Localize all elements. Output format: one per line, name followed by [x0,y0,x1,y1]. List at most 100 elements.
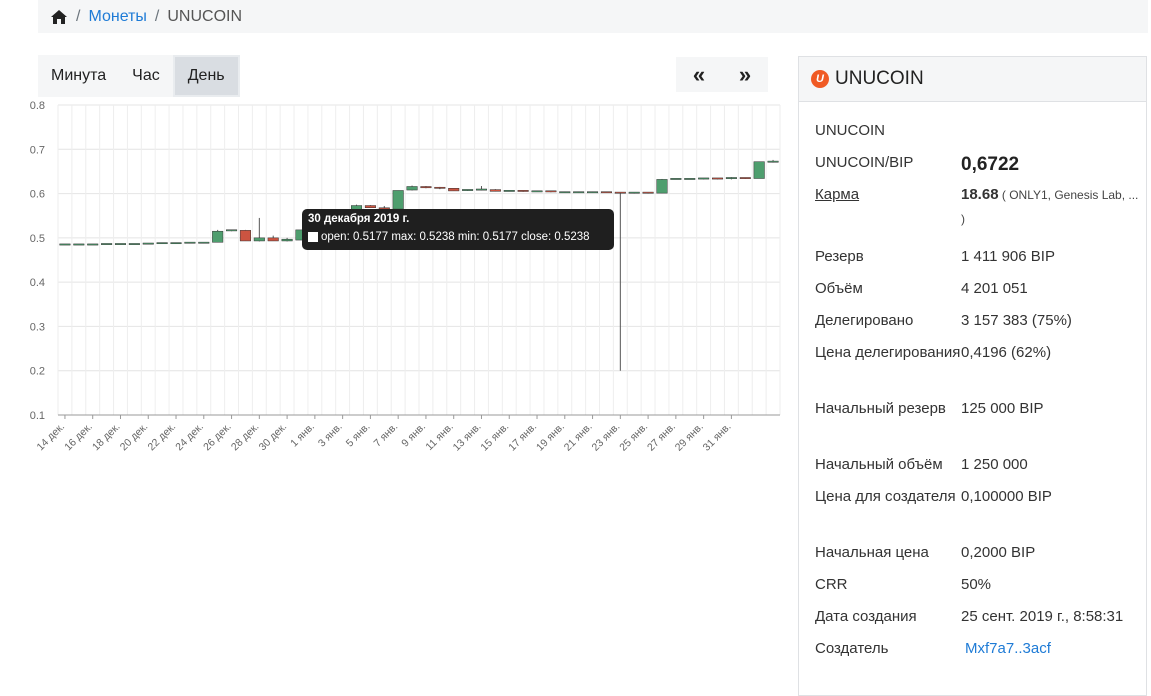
candle-body [462,189,474,191]
info-key: Начальный резерв [815,400,946,417]
candle-body [559,191,571,194]
info-row: Цена делегирования 0,4196 (62%) [815,341,1140,365]
y-tick-label: 0.1 [30,410,45,422]
coin-info-panel: U UNUCOIN UNUCOIN UNUCOIN/BIP 0,6722 Карма 1… [798,56,1147,696]
chart-tooltip: 30 декабря 2019 г. open: 0.5177 max: 0.5… [302,209,614,250]
info-key: Объём [815,280,863,297]
candlestick-chart[interactable]: 0.8 0.7 0.6 0.5 0.4 0.3 0.2 0.114 дек.16 дек.18… [0,95,790,475]
candle-body [59,243,71,246]
tooltip-values-row: open: 0.5177 max: 0.5238 min: 0.5177 clo… [308,231,590,243]
candle-body [87,243,99,246]
candle-body [198,241,210,244]
x-tick-label: 15 янв. [478,421,511,454]
y-tick-label: 0.8 [30,100,45,112]
candle-body [656,179,668,194]
info-value: 0,4196 (62%) [961,344,1052,361]
breadcrumb-separator: / [76,7,81,25]
info-key: Начальный объём [815,456,943,473]
candle-body [267,237,279,242]
timeframe-selector: Минута Час День [38,55,240,97]
info-value: 1 411 906 BIP [961,248,1055,265]
candle-body [101,243,113,245]
x-tick-label: 3 янв. [316,421,345,450]
x-tick-label: 11 янв. [423,421,455,453]
x-tick-label: 24 дек. [173,421,206,454]
x-tick-label: 7 янв. [371,421,400,450]
breadcrumb-separator: / [154,7,160,25]
x-tick-label: 18 дек. [90,421,123,454]
chart-next-button[interactable]: » [738,61,752,87]
info-value: 3 157 383 (75%) [961,312,1072,329]
info-row: Карма 18.68 ( ONLY1, Genesis Lab, ... ) [815,183,1140,231]
price-value: 0,6722 [961,154,1020,175]
panel-header: U UNUCOIN [799,57,1146,102]
x-tick-label: 23 янв. [590,421,623,454]
info-row: Делегировано 3 157 383 (75%) [815,309,1140,333]
creator-address-link[interactable]: Mxf7a7..3acf [965,640,1051,657]
y-tick-label: 0.5 [30,233,45,245]
timeframe-minute-button[interactable]: Минута [51,67,107,84]
info-value: 4 201 051 [961,280,1028,297]
info-row: UNUCOIN/BIP 0,6722 [815,151,1140,178]
candle-body [448,188,460,192]
info-row: Начальный резерв 125 000 BIP [815,397,1140,421]
x-tick-label: 20 дек. [118,421,151,454]
timeframe-hour-button[interactable]: Час [132,67,160,84]
chart-prev-button[interactable]: « [692,61,706,87]
candle-body [114,243,127,245]
y-tick-label: 0.4 [30,277,45,289]
karma-value: 18.68 [961,186,999,203]
info-key: Цена для создателя [815,488,956,505]
info-value: 125 000 BIP [961,400,1044,417]
candle-body [767,160,779,163]
y-tick-label: 0.3 [30,321,45,333]
info-value: 25 сент. 2019 г., 8:58:31 [961,608,1124,625]
panel-title: UNUCOIN [835,68,924,89]
x-tick-label: 13 янв. [451,421,484,454]
candle-body [156,242,168,245]
candle-body [642,191,654,194]
info-value [961,119,1139,143]
breadcrumb-current: UNUCOIN [167,7,243,25]
candle-body [531,190,543,193]
candle-body [239,230,251,242]
tooltip-date: 30 декабря 2019 г. [308,213,410,225]
info-value: 50% [961,576,992,593]
chart-navigation: « » [676,57,768,92]
breadcrumb-coins-link[interactable]: Монеты [88,7,147,25]
x-tick-label: 27 янв. [645,421,678,454]
y-tick-label: 0.6 [30,189,45,201]
candle-body [184,241,196,244]
x-tick-label: 26 дек. [201,421,234,454]
home-icon[interactable] [50,9,68,25]
candle-body [420,186,432,189]
info-row: Начальная цена 0,2000 BIP [815,541,1140,565]
info-key: Начальная цена [815,544,929,561]
candle-body [670,178,682,180]
x-tick-label: 16 дек. [62,421,95,454]
candle-body [725,177,737,179]
candle-body [587,191,599,194]
karma-link[interactable]: Карма [815,186,860,203]
info-row: Объём 4 201 051 [815,277,1140,301]
x-tick-label: 21 янв. [562,421,595,454]
candle-body [545,190,557,193]
x-tick-label: 1 янв. [288,421,317,450]
info-key: Цена делегирования [815,344,961,361]
candle-body [212,230,224,243]
timeframe-day-button[interactable]: День [172,55,240,97]
x-tick-label: 31 янв. [701,421,734,454]
info-row: Создатель Mxf7a7..3acf [815,637,1140,661]
info-value: 0,2000 BIP [961,544,1036,561]
info-key: UNUCOIN [815,122,885,139]
candle-body [128,243,140,245]
info-key: Делегировано [815,312,914,329]
coin-logo-icon: U [811,70,829,88]
y-tick-label: 0.2 [30,366,45,378]
info-value: 1 250 000 [961,456,1028,473]
info-row: UNUCOIN [815,119,1140,143]
x-tick-label: 17 янв. [506,421,539,454]
x-tick-label: 30 дек. [257,421,290,454]
candle-body [684,178,696,180]
info-key: Дата создания [815,608,917,625]
